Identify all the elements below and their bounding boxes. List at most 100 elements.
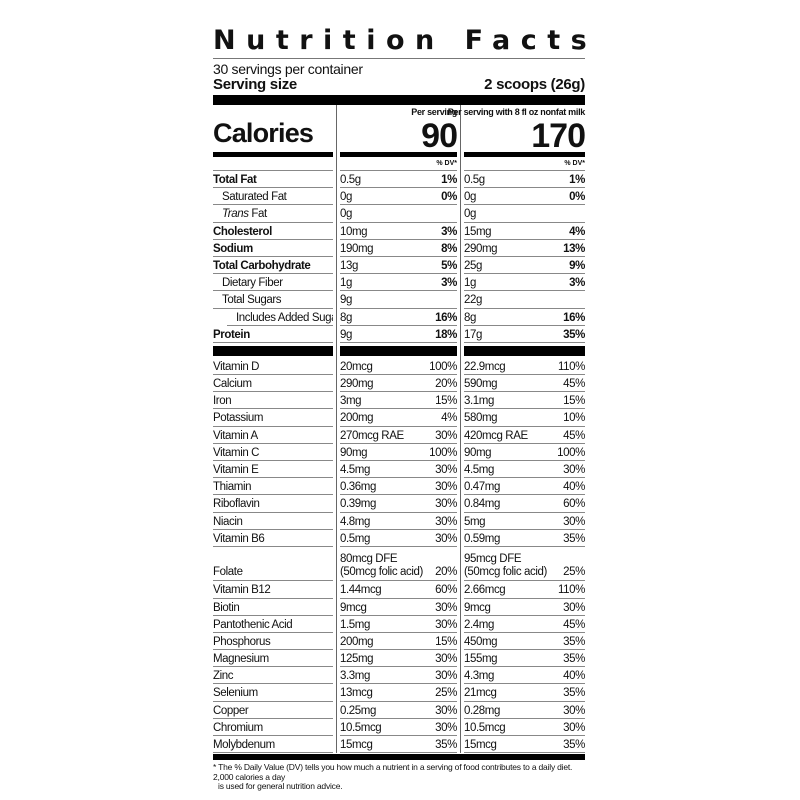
amount: 590mg: [464, 378, 498, 391]
footnote: * The % Daily Value (DV) tells you how m…: [213, 763, 585, 792]
amount: 270mcg RAE: [340, 429, 404, 442]
nutrient-value-row: 13g 5%: [340, 257, 457, 275]
nutrient-row: Vitamin E: [213, 461, 333, 479]
nutrient-value-row: 90mg 100%: [464, 444, 585, 461]
with-milk-column: Per serving with 8 fl oz nonfat milk 170…: [448, 105, 586, 754]
percent-dv: 35%: [563, 328, 585, 341]
footnote-line: * The % Daily Value (DV) tells you how m…: [213, 762, 573, 782]
amount: 2.4mg: [464, 618, 494, 631]
percent-dv: 1%: [441, 174, 457, 186]
nutrient-value-row: 15mg 4%: [464, 223, 585, 240]
nutrient-value-row: 0.28mg 30%: [464, 702, 585, 719]
nutrient-value-row: 3mg 15%: [340, 392, 457, 410]
nutrient-value-row: 0g: [340, 205, 457, 223]
amount-line: 95mcg DFE: [464, 553, 522, 566]
nutrient-row: Iron: [213, 392, 333, 410]
amount: 4.5mg: [464, 464, 494, 476]
nutrient-value-row: 80mcg DFE (50mcg folic acid) 20%: [340, 547, 457, 582]
percent-dv: 25%: [435, 687, 457, 700]
nutrient-value-row: 9g: [340, 291, 457, 309]
divider-bar: [213, 754, 585, 761]
amount: 125mg: [340, 653, 374, 666]
nutrient-value-row: 3.3mg 30%: [340, 667, 457, 685]
percent-dv: 30%: [435, 515, 457, 528]
nutrient-name: Protein: [213, 328, 250, 341]
nutrient-value-row: 290mg 13%: [464, 240, 585, 257]
amount: 10mg: [340, 225, 368, 238]
divider-bar: [464, 152, 585, 157]
percent-dv: 30%: [435, 532, 457, 545]
nutrient-value-row: 0g: [464, 205, 585, 223]
nutrient-value-row: 580mg 10%: [464, 409, 585, 427]
percent-dv: 8%: [441, 242, 457, 255]
nutrient-row: Vitamin C: [213, 444, 333, 461]
amount: 22.9mcg: [464, 360, 506, 373]
per-serving-column: Per serving 90 % DV* 0.5g 1% 0g 0% 0g 10mg 3% 1…: [336, 105, 460, 754]
nutrient-value-row: 4.8mg 30%: [340, 513, 457, 530]
amount-line: (50mcg folic acid): [340, 566, 423, 579]
nutrient-value-row: 420mcg RAE 45%: [464, 427, 585, 444]
amount: 0.5mg: [340, 532, 370, 545]
calories-value: 90: [421, 117, 458, 155]
amount-line: (50mcg folic acid): [464, 566, 547, 579]
nutrient-value-row: 1.44mcg 60%: [340, 581, 457, 599]
amount: 95mcg DFE (50mcg folic acid): [464, 553, 547, 579]
nutrient-row: Molybdenum: [213, 736, 333, 754]
nutrient-row: Total Fat: [213, 171, 333, 189]
amount: 15mg: [464, 225, 492, 238]
nutrient-value-row: 9mcg 30%: [464, 599, 585, 616]
nutrient-row: Trans Fat: [213, 205, 333, 223]
nutrient-row: Total Sugars: [213, 291, 333, 309]
amount: 1.5mg: [340, 618, 370, 631]
nutrient-name: Potassium: [213, 412, 264, 425]
percent-dv: 25%: [563, 566, 585, 579]
percent-dv: 45%: [563, 618, 585, 631]
nutrient-name: Trans Fat: [222, 208, 267, 221]
nutrient-value-row: 270mcg RAE 30%: [340, 427, 457, 444]
nutrient-name: Saturated Fat: [222, 191, 287, 204]
nutrient-value-row: 0.36mg 30%: [340, 478, 457, 496]
divider-bar: [464, 345, 585, 356]
percent-dv: 30%: [435, 464, 457, 476]
nutrient-row: Vitamin B12: [213, 581, 333, 599]
percent-dv: 35%: [563, 739, 585, 752]
dv-header: % DV*: [340, 157, 457, 171]
nutrient-name: Dietary Fiber: [222, 277, 283, 290]
amount: 21mcg: [464, 687, 497, 700]
amount: 5mg: [464, 515, 486, 528]
percent-dv: 100%: [429, 360, 457, 373]
nutrient-value-row: 450mg 35%: [464, 633, 585, 651]
nutrient-value-row: 125mg 30%: [340, 650, 457, 668]
nutrient-row: Phosphorus: [213, 633, 333, 651]
percent-dv: 40%: [563, 670, 585, 683]
calories-label: Calories: [213, 118, 314, 148]
nutrient-row: Vitamin D: [213, 358, 333, 376]
nutrient-value-row: 5mg 30%: [464, 513, 585, 530]
percent-dv: 1%: [569, 174, 585, 186]
amount: 80mcg DFE (50mcg folic acid): [340, 553, 423, 579]
amount: 0g: [340, 208, 352, 221]
amount: 13g: [340, 259, 358, 272]
percent-dv: 10%: [563, 412, 585, 425]
nutrient-name: Total Carbohydrate: [213, 259, 311, 272]
divider-bar: [340, 152, 457, 157]
nutrient-name: Includes Added Sugars: [236, 311, 333, 324]
amount: 13mcg: [340, 687, 373, 700]
percent-dv: 45%: [563, 429, 585, 442]
percent-dv: 35%: [563, 687, 585, 700]
nutrient-name: Molybdenum: [213, 739, 275, 752]
nutrient-value-row: 8g 16%: [464, 309, 585, 326]
nutrition-facts-label: Nutrition Facts 30 servings per containe…: [213, 26, 587, 792]
nutrient-row: Saturated Fat: [213, 188, 333, 206]
amount-line: 80mcg DFE: [340, 553, 398, 566]
nutrient-value-row: 15mcg 35%: [340, 736, 457, 754]
nutrient-value-row: 190mg 8%: [340, 240, 457, 257]
percent-dv: 0%: [569, 191, 585, 204]
percent-dv: 30%: [563, 704, 585, 717]
amount: 0.36mg: [340, 481, 376, 494]
amount: 0.5g: [464, 174, 485, 186]
amount: 190mg: [340, 242, 374, 255]
calories-value: 170: [531, 117, 586, 155]
nutrient-name-column: Calories Total Fat Saturated Fat Trans Fat…: [213, 105, 336, 754]
percent-dv: 45%: [563, 378, 585, 391]
